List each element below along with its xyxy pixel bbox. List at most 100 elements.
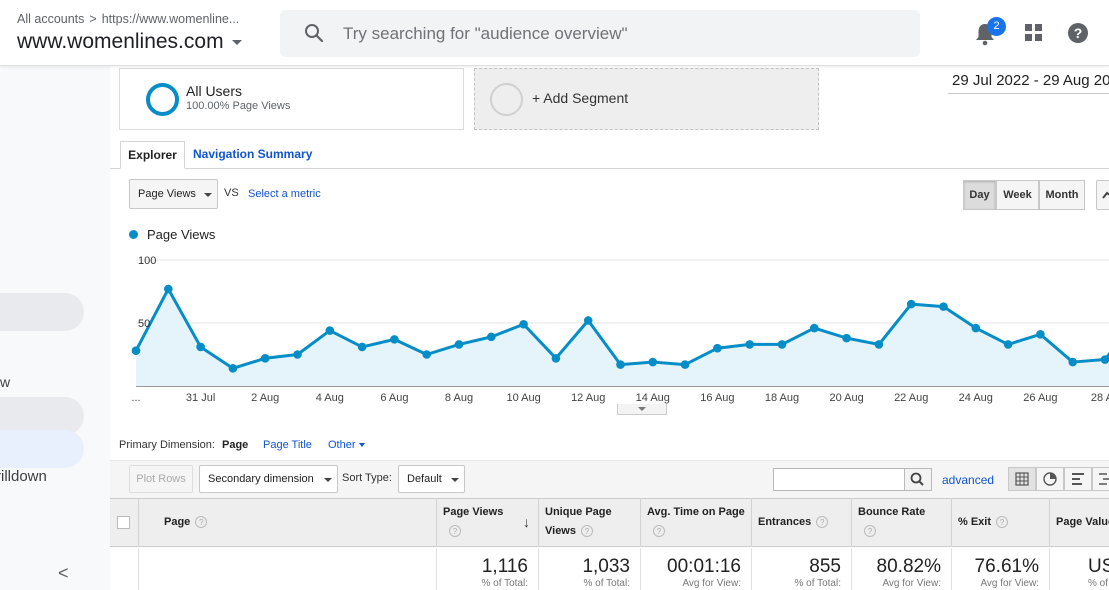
data-point[interactable] — [357, 342, 367, 352]
data-point[interactable] — [519, 319, 528, 329]
sidebar-item-drilldown[interactable]: rilldown — [0, 468, 47, 485]
data-point[interactable] — [164, 284, 173, 294]
table-filter-search-button[interactable] — [904, 468, 932, 491]
view-bar-icon[interactable] — [1064, 467, 1092, 491]
column-header-page[interactable]: Page? — [138, 498, 436, 547]
y-tick-label: 100 — [138, 255, 156, 267]
view-pie-icon[interactable] — [1036, 467, 1064, 491]
help-icon[interactable]: ? — [449, 525, 461, 538]
x-tick-label: 10 Aug — [506, 392, 540, 404]
collapse-sidebar-icon[interactable]: < — [58, 563, 69, 583]
primary-dimension-page-title[interactable]: Page Title — [263, 439, 312, 451]
sidebar-item[interactable] — [0, 397, 84, 435]
tab-explorer[interactable]: Explorer — [120, 141, 185, 169]
series-line — [134, 287, 1109, 370]
add-segment-button[interactable]: + Add Segment — [474, 68, 819, 130]
column-header-exit[interactable]: % Exit? — [951, 498, 1049, 547]
total-value: 80.82% — [876, 556, 941, 577]
help-icon[interactable]: ? — [816, 516, 829, 529]
data-point[interactable] — [325, 326, 335, 335]
data-point[interactable] — [680, 360, 690, 369]
totals-cell-entrances: 855 % of Total: — [751, 548, 851, 590]
data-point[interactable] — [1003, 340, 1013, 349]
total-sub: % of Total: — [583, 578, 630, 589]
data-point[interactable] — [487, 332, 496, 342]
column-header-page-views[interactable]: Page Views? ↓ — [436, 498, 538, 547]
help-icon[interactable]: ? — [864, 525, 876, 538]
data-point[interactable] — [260, 353, 270, 363]
column-header-page-value[interactable]: Page Value — [1049, 498, 1109, 547]
period-week-button[interactable]: Week — [996, 180, 1039, 210]
data-point[interactable] — [616, 360, 625, 369]
plot-rows-button[interactable]: Plot Rows — [129, 465, 193, 493]
property-selector[interactable]: www.womenlines.com — [17, 30, 242, 54]
search-input[interactable] — [343, 22, 903, 46]
breadcrumb-root[interactable]: All accounts — [17, 12, 85, 26]
data-point[interactable] — [713, 343, 722, 353]
advanced-filter-link[interactable]: advanced — [942, 473, 995, 487]
table-filter-input[interactable] — [773, 468, 905, 491]
column-header-bounce-rate[interactable]: Bounce Rate? — [851, 498, 951, 547]
help-icon[interactable]: ? — [1067, 22, 1089, 49]
data-point[interactable] — [390, 335, 399, 344]
data-point[interactable] — [551, 353, 561, 363]
data-point[interactable] — [131, 346, 141, 356]
data-point[interactable] — [906, 299, 916, 309]
data-point[interactable] — [939, 302, 948, 311]
data-point[interactable] — [842, 333, 851, 343]
sort-descending-icon[interactable]: ↓ — [523, 514, 530, 530]
sidebar-item-active[interactable] — [0, 430, 84, 468]
legend-swatch — [129, 230, 138, 239]
data-point[interactable] — [971, 323, 981, 333]
sidebar-item[interactable] — [0, 293, 84, 331]
data-point[interactable] — [228, 364, 238, 373]
data-point[interactable] — [745, 340, 754, 349]
help-icon[interactable]: ? — [195, 516, 208, 529]
metric-dropdown[interactable]: Page Views — [129, 179, 218, 209]
tab-navigation-summary[interactable]: Navigation Summary — [193, 147, 313, 161]
data-point[interactable] — [648, 357, 658, 367]
search-icon — [304, 23, 324, 48]
period-day-button[interactable]: Day — [963, 180, 996, 210]
select-metric-link[interactable]: Select a metric — [248, 188, 321, 200]
date-range-picker[interactable]: 29 Jul 2022 - 29 Aug 2022 — [948, 70, 1109, 94]
breadcrumb[interactable]: All accounts > https://www.womenline... — [17, 12, 239, 26]
segment-subtitle: 100.00% Page Views — [186, 100, 291, 112]
help-icon[interactable]: ? — [996, 516, 1009, 529]
page-views-chart[interactable]: 100 50 ... 31 Jul 2 Aug 4 Aug 6 Aug 8 Aug 10 Au… — [0, 0, 1109, 420]
apps-grid-icon[interactable] — [1025, 24, 1043, 47]
select-all-checkbox[interactable] — [117, 516, 130, 529]
data-point[interactable] — [196, 342, 205, 352]
column-header-entrances[interactable]: Entrances? — [751, 498, 851, 547]
data-point[interactable] — [874, 340, 884, 349]
chart-type-button[interactable] — [1096, 180, 1109, 210]
search-box[interactable] — [280, 10, 920, 57]
data-point[interactable] — [293, 350, 302, 359]
total-sub: Avg for View: — [980, 578, 1039, 589]
data-point[interactable] — [422, 350, 432, 359]
view-table-icon[interactable] — [1008, 467, 1036, 491]
column-header-unique-page-views[interactable]: Unique Page Views? — [538, 498, 640, 547]
segment-all-users[interactable]: All Users 100.00% Page Views — [119, 68, 464, 130]
data-point[interactable] — [583, 316, 593, 325]
primary-dimension-page[interactable]: Page — [222, 439, 249, 451]
help-icon[interactable]: ? — [581, 525, 593, 538]
data-point[interactable] — [1100, 355, 1109, 364]
caret-down-icon — [358, 443, 365, 448]
data-point[interactable] — [810, 323, 819, 333]
data-point[interactable] — [454, 340, 464, 349]
data-point[interactable] — [1068, 357, 1077, 367]
sort-type-dropdown[interactable]: Default — [398, 465, 465, 493]
data-point[interactable] — [777, 340, 787, 349]
secondary-dimension-dropdown[interactable]: Secondary dimension — [199, 465, 338, 493]
period-month-button[interactable]: Month — [1039, 180, 1085, 210]
chart-resize-handle[interactable] — [617, 404, 667, 415]
help-icon[interactable]: ? — [653, 525, 665, 538]
data-point[interactable] — [1036, 330, 1045, 339]
view-comparison-icon[interactable] — [1092, 467, 1109, 491]
sidebar-item-label[interactable]: w — [0, 374, 11, 390]
column-header-avg-time[interactable]: Avg. Time on Page? — [640, 498, 751, 547]
total-value: 1,033 — [582, 556, 630, 577]
breadcrumb-property[interactable]: https://www.womenline... — [101, 12, 240, 26]
primary-dimension-other[interactable]: Other — [328, 439, 365, 451]
